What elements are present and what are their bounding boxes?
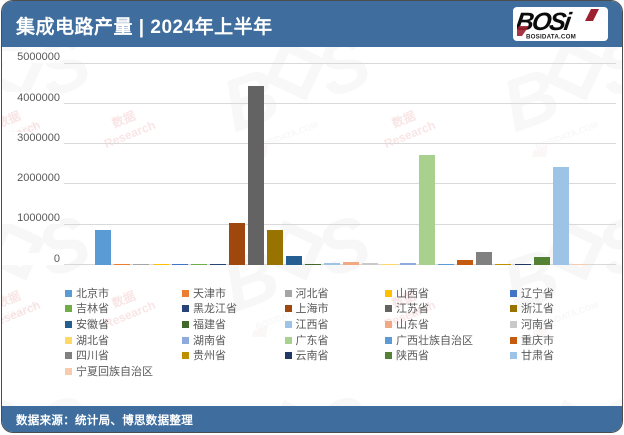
svg-text:BOSIDATA.COM: BOSIDATA.COM [2,299,39,331]
svg-text:BOSIDATA.COM: BOSIDATA.COM [534,119,599,151]
svg-text:S: S [306,198,372,293]
svg-text:B: B [2,232,10,328]
svg-text:S: S [586,198,622,293]
svg-text:B: B [492,52,570,148]
svg-text:BOSIDATA.COM: BOSIDATA.COM [254,119,319,151]
